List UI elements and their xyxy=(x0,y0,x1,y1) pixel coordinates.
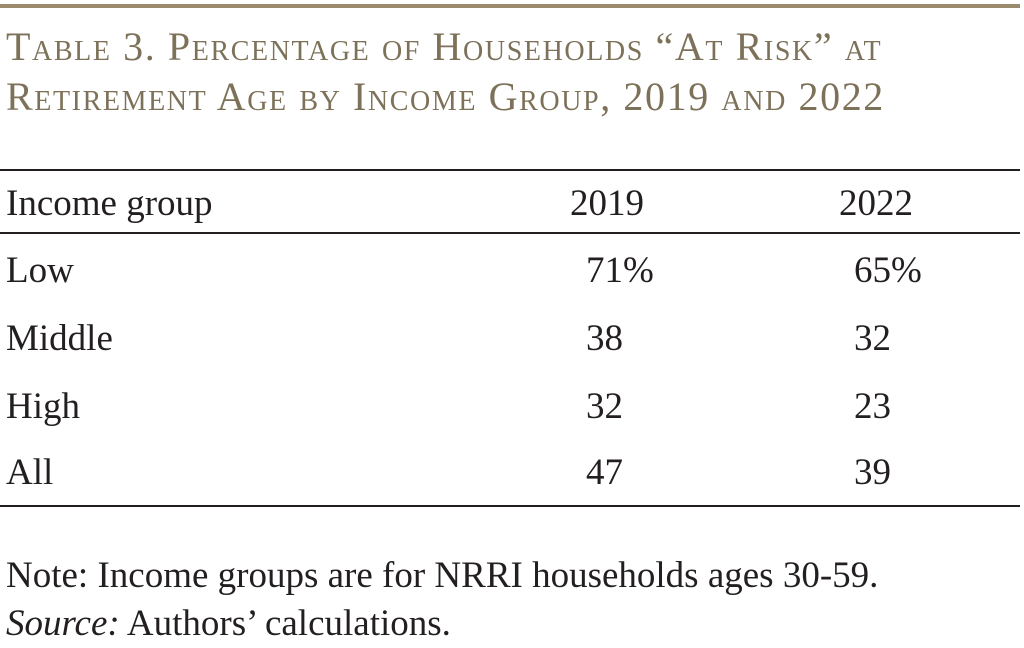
cell-2019: 32 xyxy=(586,386,623,427)
cell-2022: 32 xyxy=(854,318,891,359)
row-label: Low xyxy=(6,250,74,291)
table-row: All 47 39 xyxy=(0,440,1020,506)
table-header-row: Income group 2019 2022 xyxy=(0,171,1020,233)
table-row: High 32 23 xyxy=(0,374,1020,440)
table-title-line-1: Table 3. Percentage of Households “At Ri… xyxy=(6,24,883,69)
column-header-2019: 2019 xyxy=(570,183,644,224)
header-top-rule xyxy=(0,169,1020,171)
top-accent-rule xyxy=(0,4,1020,8)
cell-2022: 39 xyxy=(854,452,891,493)
table-title: Table 3. Percentage of Households “At Ri… xyxy=(6,22,1016,122)
source-text: Authors’ calculations. xyxy=(119,603,451,644)
table-title-line-2: Retirement Age by Income Group, 2019 and… xyxy=(6,74,885,119)
cell-2022: 65% xyxy=(854,250,922,291)
column-header-income-group: Income group xyxy=(6,183,213,224)
row-label: All xyxy=(6,452,54,493)
cell-2019: 38 xyxy=(586,318,623,359)
table-row: Low 71% 65% xyxy=(0,238,1020,304)
source-line: Source: Authors’ calculations. xyxy=(6,600,1016,648)
note-text: Note: Income groups are for NRRI househo… xyxy=(6,555,879,596)
table-row: Middle 38 32 xyxy=(0,306,1020,372)
cell-2022: 23 xyxy=(854,386,891,427)
table-bottom-rule xyxy=(0,505,1020,507)
row-label: High xyxy=(6,386,80,427)
cell-2019: 47 xyxy=(586,452,623,493)
cell-2019: 71% xyxy=(586,250,654,291)
source-label: Source: xyxy=(6,603,120,644)
column-header-2022: 2022 xyxy=(839,183,913,224)
header-bottom-rule xyxy=(0,232,1020,234)
table-notes: Note: Income groups are for NRRI househo… xyxy=(6,552,1016,648)
row-label: Middle xyxy=(6,318,113,359)
